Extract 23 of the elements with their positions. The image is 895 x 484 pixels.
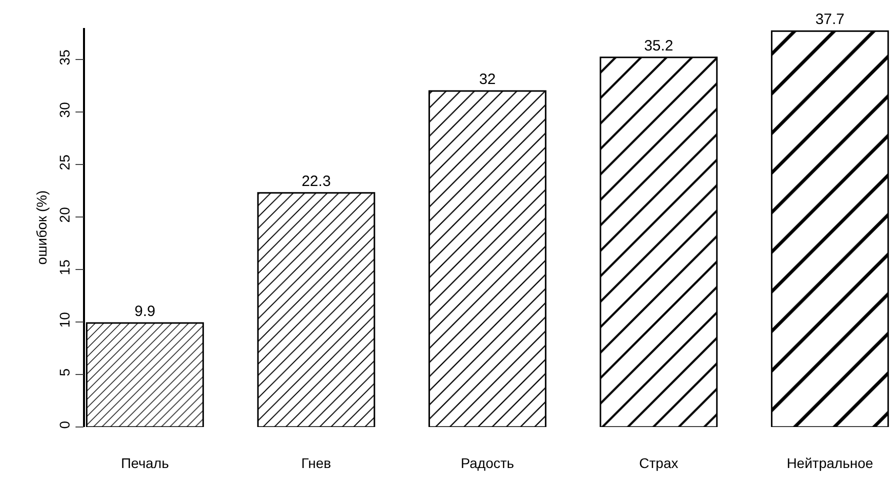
y-tick-label: 35 (56, 49, 73, 66)
y-tick-label: 10 (56, 312, 73, 328)
data-label: 37.7 (815, 11, 845, 28)
data-label: 9.9 (134, 303, 156, 320)
bar (600, 56, 718, 427)
y-tick-label: 25 (56, 154, 73, 170)
x-tick-label: Гнев (301, 455, 332, 471)
bar (770, 30, 889, 427)
data-label: 22.3 (302, 172, 331, 190)
data-label: 35.2 (644, 37, 674, 54)
bar (428, 90, 546, 427)
y-tick-label: 20 (56, 206, 73, 223)
x-tick-label: Печаль (120, 455, 169, 471)
x-tick-label: Радость (460, 455, 514, 471)
y-tick-label: 0 (56, 420, 73, 429)
bar (257, 192, 376, 427)
y-tick-label: 30 (56, 102, 73, 118)
y-tick-label: 15 (56, 259, 73, 276)
data-label: 32 (479, 71, 496, 88)
y-axis-title: ошибок (%) (34, 190, 50, 265)
x-tick-label: Страх (639, 455, 678, 471)
x-tick-label: Нейтральное (786, 455, 874, 471)
y-tick-label: 5 (56, 368, 73, 376)
